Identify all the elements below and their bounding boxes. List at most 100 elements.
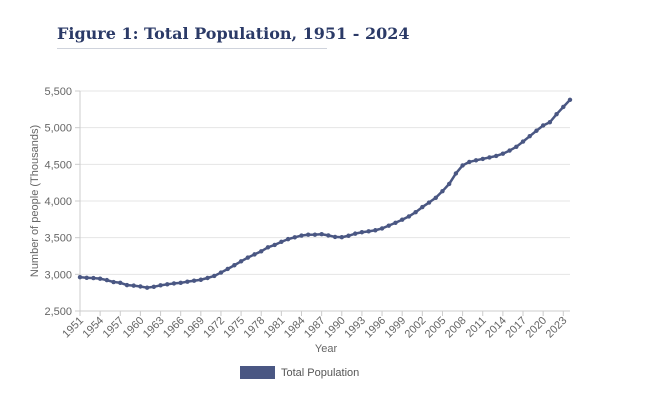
y-tick-label: 5,500: [44, 86, 72, 98]
y-axis-title: Number of people (Thousands): [29, 125, 41, 277]
data-point: [339, 235, 344, 240]
x-tick-label: 2008: [443, 315, 469, 341]
x-tick-label: 1966: [161, 315, 187, 341]
y-tick-label: 3,000: [44, 269, 72, 281]
data-point: [77, 274, 83, 280]
data-point: [212, 273, 217, 279]
data-point: [527, 133, 532, 139]
x-tick-label: 2005: [423, 315, 449, 341]
data-point: [547, 120, 553, 125]
data-point: [413, 210, 418, 215]
x-tick-label: 1984: [282, 315, 308, 341]
data-point: [151, 284, 157, 289]
data-point: [426, 200, 432, 205]
x-tick-label: 1972: [201, 315, 227, 341]
x-tick-label: 2002: [403, 315, 429, 341]
data-point: [500, 151, 506, 156]
data-point: [359, 230, 365, 235]
data-point: [467, 159, 472, 165]
data-point: [171, 281, 177, 286]
legend-swatch: [240, 366, 275, 379]
data-point: [205, 275, 210, 281]
data-point: [319, 232, 324, 237]
data-point: [480, 156, 485, 162]
x-tick-label: 2011: [464, 315, 489, 340]
data-point: [198, 277, 204, 282]
data-point: [399, 217, 405, 222]
data-point: [386, 223, 391, 228]
x-tick-label: 1954: [80, 315, 106, 341]
data-point: [124, 282, 130, 288]
data-point: [373, 228, 378, 233]
data-point: [272, 242, 277, 248]
data-point: [554, 111, 559, 117]
data-point: [366, 229, 371, 234]
data-point: [534, 128, 539, 133]
data-point: [158, 283, 163, 288]
data-point: [144, 285, 150, 290]
data-point: [346, 233, 351, 238]
data-point: [232, 263, 237, 268]
y-tick-label: 4,500: [44, 159, 72, 171]
data-point: [178, 280, 183, 286]
x-tick-label: 1969: [181, 315, 207, 341]
data-point: [306, 232, 311, 237]
data-point: [493, 153, 499, 159]
data-point: [440, 188, 445, 194]
data-point: [218, 270, 224, 275]
data-point: [225, 266, 230, 272]
data-point: [540, 123, 546, 128]
x-tick-label: 1975: [221, 315, 247, 341]
y-tick-label: 4,000: [44, 196, 72, 208]
data-point: [185, 279, 190, 284]
x-axis-title: Year: [315, 343, 338, 355]
data-point: [332, 234, 338, 240]
x-tick-label: 2017: [503, 315, 529, 341]
data-point: [507, 148, 512, 153]
x-tick-label: 2023: [544, 315, 570, 341]
data-point: [84, 275, 89, 280]
x-tick-label: 1978: [242, 315, 268, 341]
data-point: [91, 275, 96, 281]
y-tick-label: 2,500: [44, 306, 72, 318]
x-tick-label: 2014: [483, 315, 509, 341]
x-tick-label: 1981: [262, 315, 288, 341]
data-point: [118, 280, 123, 285]
x-tick-label: 1987: [302, 315, 328, 341]
data-point: [265, 245, 271, 250]
data-point: [433, 195, 438, 200]
data-point: [252, 252, 257, 257]
data-point: [520, 139, 526, 144]
data-point: [138, 284, 143, 289]
x-tick-label: 2020: [523, 315, 549, 341]
x-tick-label: 1951: [60, 315, 86, 341]
x-tick-label: 1999: [383, 315, 409, 341]
x-tick-label: 1990: [322, 315, 348, 341]
data-point: [165, 282, 170, 287]
data-point: [406, 214, 412, 219]
data-point: [279, 239, 284, 245]
data-point: [299, 233, 304, 238]
data-point: [379, 226, 385, 231]
y-tick-label: 5,000: [44, 123, 72, 135]
x-tick-label: 1996: [362, 315, 388, 341]
data-point: [473, 158, 479, 163]
y-tick-label: 3,500: [44, 233, 72, 245]
data-point: [245, 255, 251, 260]
data-point: [285, 236, 291, 242]
data-point: [259, 249, 264, 254]
data-point: [453, 171, 459, 176]
x-tick-label: 1993: [342, 315, 368, 341]
x-tick-label: 1963: [141, 315, 167, 341]
data-point: [111, 279, 116, 285]
data-point: [312, 232, 318, 237]
data-point: [446, 181, 452, 187]
data-point: [104, 277, 110, 283]
x-tick-label: 1960: [121, 315, 147, 341]
data-point: [460, 163, 465, 168]
data-point: [561, 104, 566, 110]
data-point: [326, 233, 331, 238]
title-underline: [57, 48, 327, 49]
data-point: [191, 278, 197, 283]
data-point: [353, 231, 358, 236]
